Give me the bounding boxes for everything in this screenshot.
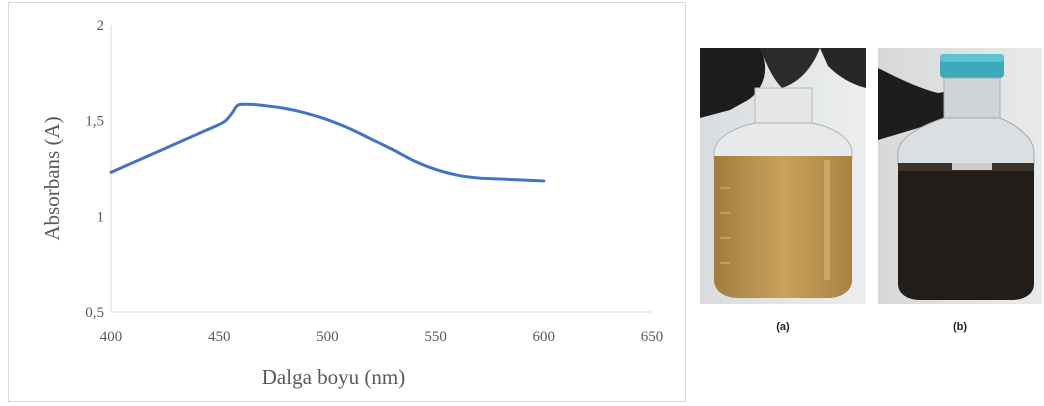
bottle-light-image <box>700 48 866 304</box>
photo-a-caption: (a) <box>776 321 790 333</box>
y-tick-label: 0,5 <box>85 305 104 321</box>
series-layer <box>109 102 546 183</box>
x-tick-label: 550 <box>424 329 447 345</box>
bottle-dark-image <box>878 48 1042 304</box>
chart-frame: 400 450 500 550 600 650 0,5 1 1,5 2 Dalga boyu (n… <box>8 2 686 402</box>
y-axis-title: Absorbans (A) <box>40 116 64 240</box>
photo-b-caption: (b) <box>952 321 968 333</box>
y-tick-label: 1,5 <box>85 114 104 130</box>
y-tick-label: 1 <box>97 209 105 225</box>
x-tick-label: 450 <box>208 329 231 345</box>
absorbance-series-line <box>109 102 546 183</box>
y-tick-label: 2 <box>97 18 105 34</box>
line-chart: 400 450 500 550 600 650 0,5 1 1,5 2 Dalga boyu (n… <box>40 18 663 389</box>
x-tick-label: 500 <box>316 329 339 345</box>
axes <box>110 25 652 313</box>
photo-a <box>700 48 866 304</box>
x-tick-label: 650 <box>641 329 664 345</box>
photo-b <box>878 48 1042 304</box>
tick-labels: 400 450 500 550 600 650 0,5 1 1,5 2 <box>85 18 663 345</box>
x-tick-label: 600 <box>533 329 556 345</box>
x-axis-title: Dalga boyu (nm) <box>262 365 405 389</box>
x-tick-label: 400 <box>100 329 123 345</box>
